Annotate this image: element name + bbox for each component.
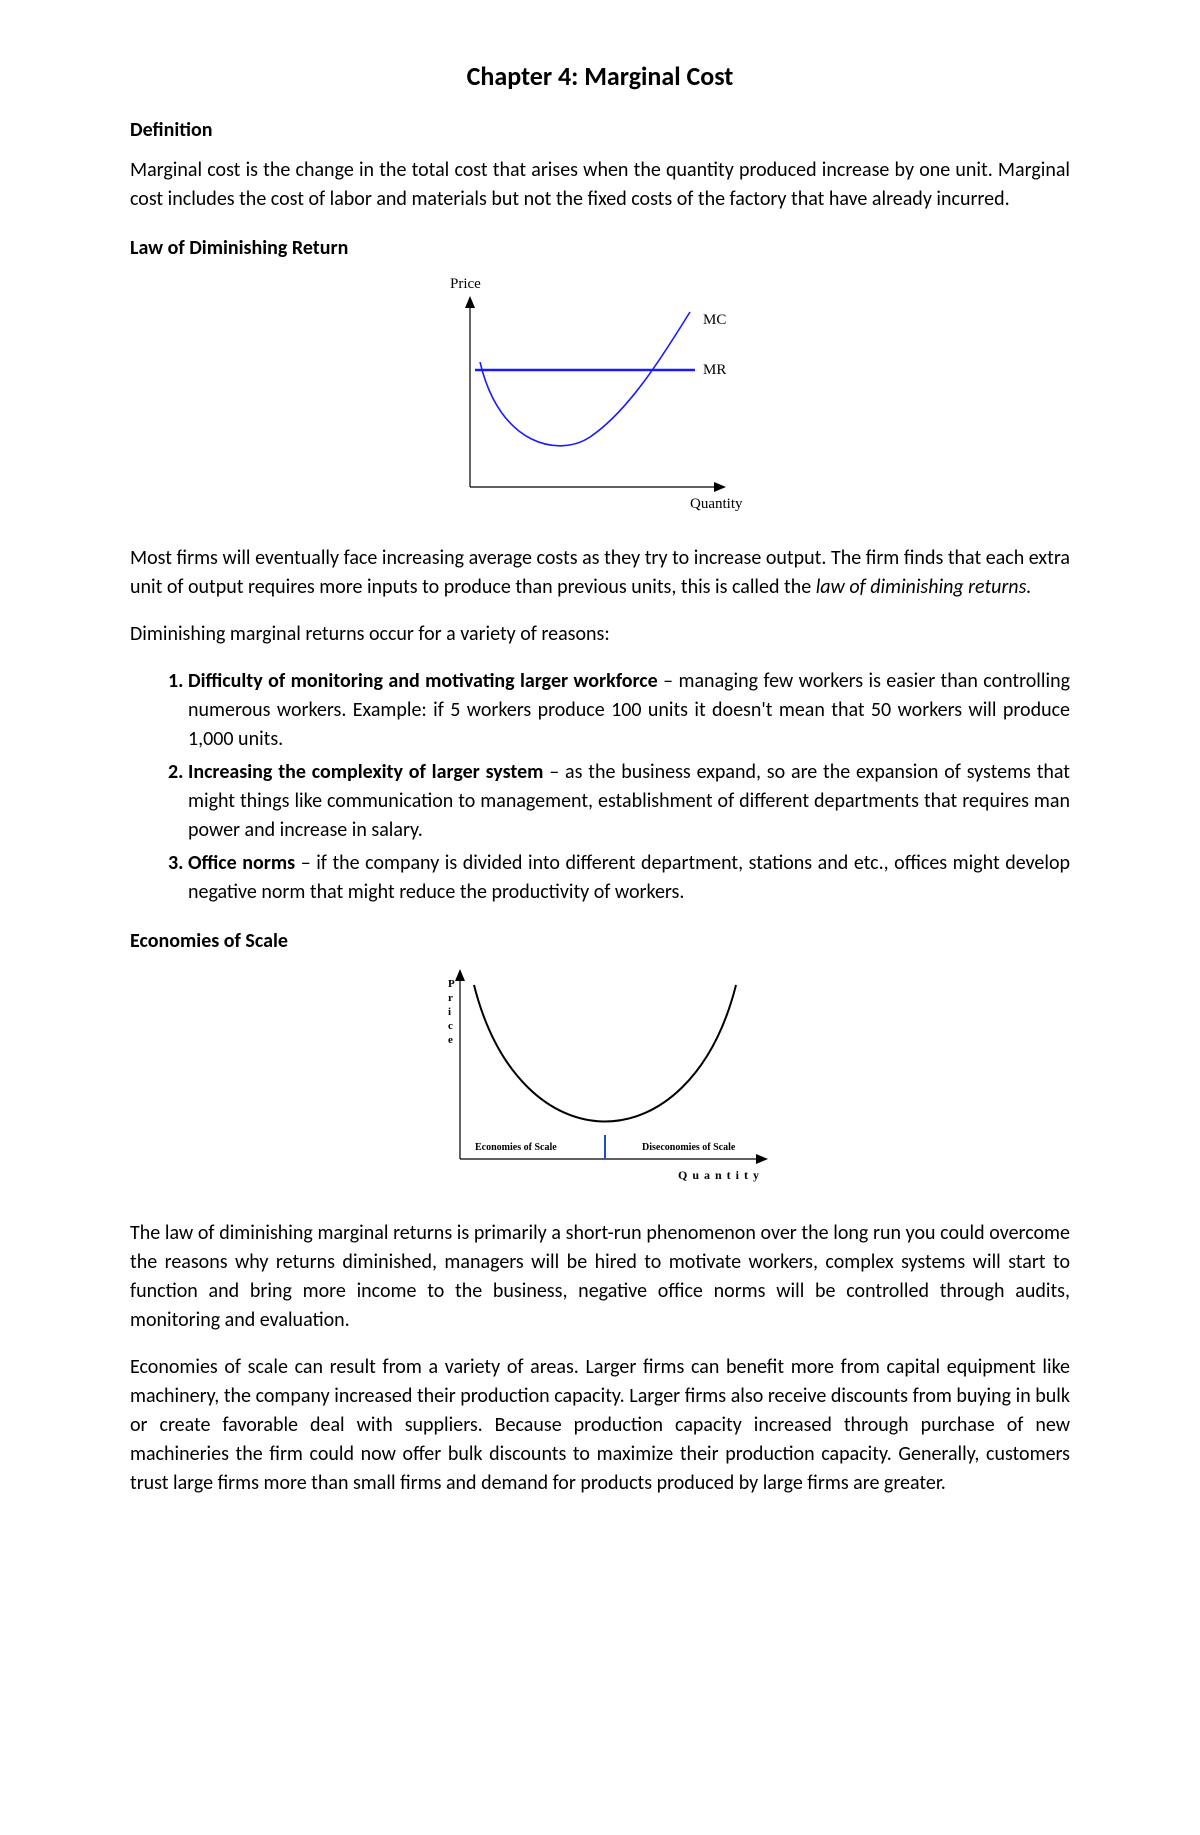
diminishing-para1-em: law of diminishing returns. bbox=[816, 575, 1032, 599]
economies-para2: Economies of scale can result from a var… bbox=[130, 1353, 1070, 1498]
page: Chapter 4: Marginal Cost Definition Marg… bbox=[0, 0, 1200, 1596]
reason-3: Office norms – if the company is divided… bbox=[188, 849, 1070, 907]
y-axis-arrow-icon bbox=[465, 296, 475, 308]
mc-mr-chart-svg: MC MR Price Quantity bbox=[420, 274, 780, 522]
reason-1: Difficulty of monitoring and motivating … bbox=[188, 667, 1070, 754]
y-axis-2-char-1: r bbox=[448, 992, 453, 1004]
y-axis-2-char-0: P bbox=[448, 978, 455, 990]
y-axis-2-char-3: c bbox=[448, 1020, 453, 1032]
diminishing-heading: Law of Diminishing Return bbox=[130, 236, 1070, 260]
reason-2: Increasing the complexity of larger syst… bbox=[188, 758, 1070, 845]
diminishing-para2: Diminishing marginal returns occur for a… bbox=[130, 620, 1070, 649]
diminishing-para1: Most firms will eventually face increasi… bbox=[130, 544, 1070, 602]
economies-chart: P r i c e Economies of Scale Diseconomie… bbox=[130, 967, 1070, 1197]
mr-label: MR bbox=[703, 362, 726, 378]
x-axis-2-label: Q u a n t i t y bbox=[678, 1168, 760, 1182]
econ-scale-label: Economies of Scale bbox=[475, 1142, 557, 1153]
y-axis-label: Price bbox=[450, 276, 481, 292]
x-axis-2-arrow-icon bbox=[756, 1154, 768, 1164]
x-axis-label: Quantity bbox=[690, 496, 743, 512]
chapter-title: Chapter 4: Marginal Cost bbox=[130, 60, 1070, 92]
y-axis-2-char-2: i bbox=[448, 1006, 451, 1018]
mc-mr-chart: MC MR Price Quantity bbox=[130, 274, 1070, 522]
disecon-scale-label: Diseconomies of Scale bbox=[642, 1142, 736, 1153]
reason-2-title: Increasing the complexity of larger syst… bbox=[188, 760, 543, 784]
economies-chart-svg: P r i c e Economies of Scale Diseconomie… bbox=[390, 967, 810, 1197]
y-axis-2-char-4: e bbox=[448, 1034, 453, 1046]
definition-heading: Definition bbox=[130, 118, 1070, 142]
mc-label: MC bbox=[703, 312, 726, 328]
reason-1-title: Difficulty of monitoring and motivating … bbox=[188, 669, 658, 693]
reason-3-title: Office norms bbox=[188, 851, 295, 875]
economies-para1: The law of diminishing marginal returns … bbox=[130, 1219, 1070, 1335]
y-axis-2-arrow-icon bbox=[455, 969, 465, 981]
economies-heading: Economies of Scale bbox=[130, 929, 1070, 953]
definition-text: Marginal cost is the change in the total… bbox=[130, 156, 1070, 214]
reason-3-body: – if the company is divided into differe… bbox=[188, 851, 1070, 904]
x-axis-arrow-icon bbox=[714, 482, 726, 492]
u-curve bbox=[474, 985, 736, 1122]
reasons-list: Difficulty of monitoring and motivating … bbox=[130, 667, 1070, 907]
mc-curve bbox=[480, 312, 690, 446]
